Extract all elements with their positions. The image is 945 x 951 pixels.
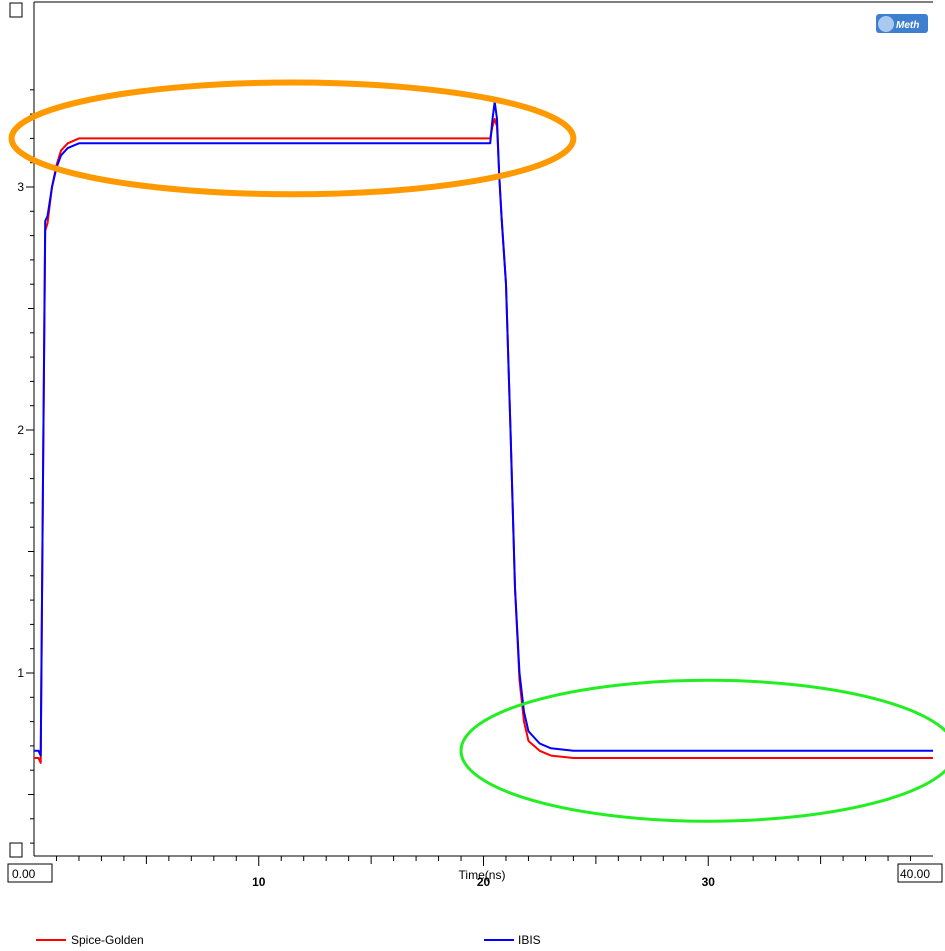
legend: Spice-Golden IBIS (36, 933, 541, 947)
y-range-bottom-handle[interactable] (9, 842, 23, 858)
x-axis-ticks: 10 20 30 (55, 856, 912, 889)
iometh-logo-swirl-icon (878, 16, 894, 32)
y-range-top-handle[interactable] (9, 2, 23, 18)
iometh-logo-text: Meth (896, 20, 919, 31)
x-tick-label: 20 (477, 875, 491, 889)
x-range-start-box[interactable] (7, 863, 53, 883)
y-tick-label: 3 (17, 180, 24, 194)
legend-label-ibis: IBIS (518, 933, 541, 947)
x-range-start-label: 0.00 (12, 867, 36, 881)
series-line-ibis (34, 100, 933, 757)
x-tick-label: 10 (252, 875, 266, 889)
legend-item-ibis: IBIS (484, 933, 541, 947)
annotation-layer (8, 79, 945, 823)
series-line-spice-golden (34, 118, 933, 764)
annotation-ellipse-orange (8, 79, 577, 198)
series-layer (34, 100, 933, 764)
x-axis-title: Time(ns) (459, 868, 506, 882)
legend-label-spice-golden: Spice-Golden (71, 933, 144, 947)
legend-item-spice-golden: Spice-Golden (36, 933, 144, 947)
x-range-end-box[interactable] (897, 863, 943, 883)
x-range-end-label: 40.00 (900, 867, 930, 881)
x-tick-label: 30 (702, 875, 716, 889)
y-tick-label: 1 (17, 666, 24, 680)
annotation-ellipse-green (459, 678, 945, 823)
iometh-logo: Meth (876, 14, 928, 33)
y-tick-label: 2 (17, 423, 24, 437)
y-axis-ticks: 1 2 3 (17, 89, 34, 844)
